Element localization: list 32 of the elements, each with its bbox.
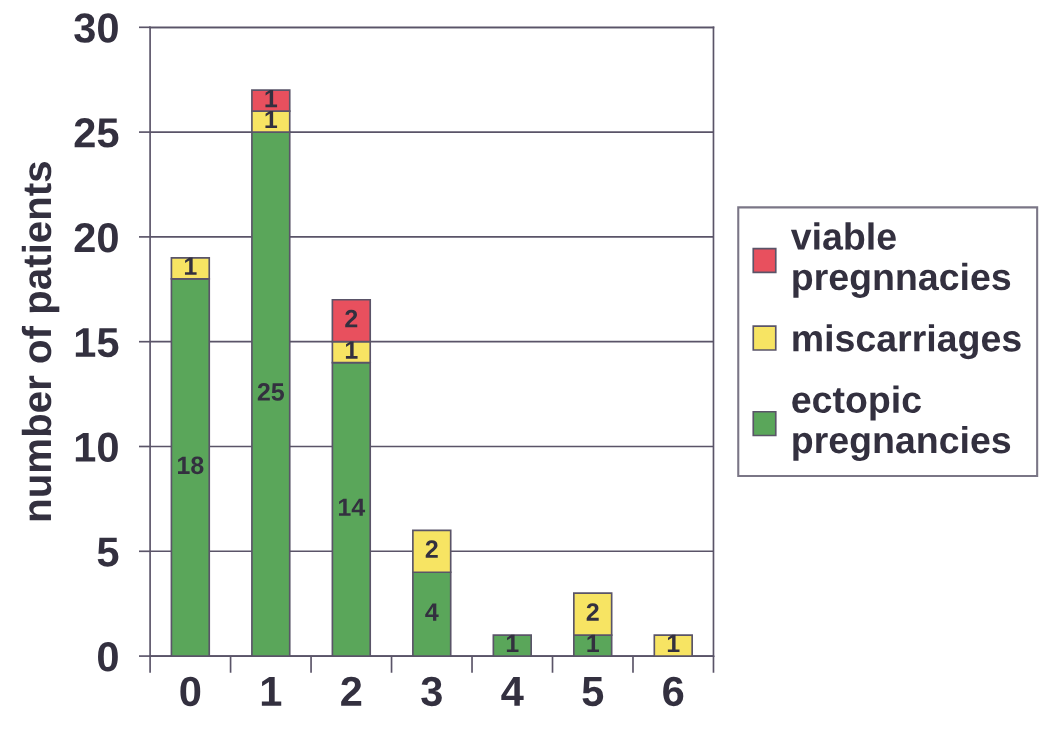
y-tick-label: 5 bbox=[97, 537, 119, 567]
x-tick-label: 6 bbox=[663, 676, 684, 707]
y-axis-title: number of patients bbox=[21, 162, 60, 521]
y-tick-label: 15 bbox=[75, 328, 119, 358]
data-label: 1 bbox=[184, 257, 197, 275]
data-label: 1 bbox=[667, 634, 680, 653]
data-label: 2 bbox=[586, 603, 599, 621]
data-label: 18 bbox=[178, 456, 204, 475]
data-label: 1 bbox=[587, 634, 600, 653]
y-tick-label: 10 bbox=[75, 432, 118, 462]
data-label: 2 bbox=[425, 540, 438, 558]
legend-label: ectopic pregnancies bbox=[792, 385, 1011, 462]
data-label: 1 bbox=[265, 110, 278, 129]
x-tick-label: 1 bbox=[261, 677, 282, 706]
data-label: 1 bbox=[265, 89, 278, 108]
x-tick-label: 5 bbox=[582, 677, 604, 707]
x-tick-label: 3 bbox=[421, 676, 442, 707]
data-label: 2 bbox=[345, 309, 358, 328]
data-label: 14 bbox=[338, 498, 366, 516]
data-label: 25 bbox=[257, 383, 285, 401]
x-tick-label: 2 bbox=[341, 676, 362, 706]
x-tick-label: 0 bbox=[180, 676, 201, 707]
legend-label: miscarriages bbox=[793, 324, 1021, 360]
y-tick-label: 0 bbox=[98, 642, 118, 672]
data-label: 4 bbox=[425, 603, 439, 621]
data-label: 1 bbox=[506, 634, 519, 653]
legend-label: viable pregnnacies bbox=[790, 222, 1011, 298]
y-tick-label: 20 bbox=[74, 222, 118, 253]
y-tick-label: 30 bbox=[74, 13, 118, 43]
y-tick-label: 25 bbox=[74, 118, 119, 148]
data-label: 1 bbox=[345, 341, 358, 359]
x-tick-label: 4 bbox=[501, 677, 524, 706]
